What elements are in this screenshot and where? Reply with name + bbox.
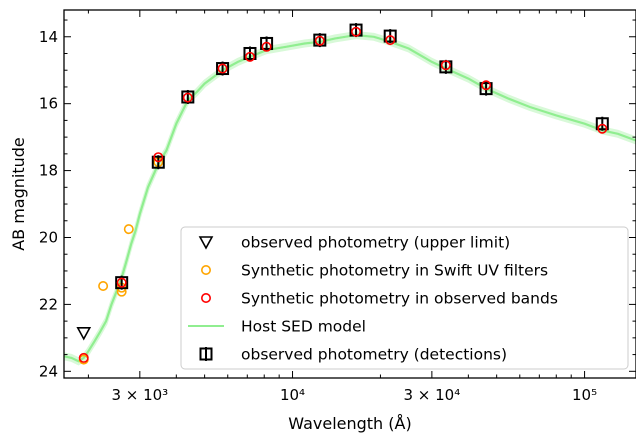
y-axis-label: AB magnitude	[9, 137, 28, 251]
y-tick-label: 18	[39, 162, 58, 180]
legend-upper-limit-marker	[198, 236, 214, 250]
upper-limit-point	[76, 327, 92, 341]
detection-point	[479, 82, 493, 96]
legend-observed-marker	[201, 292, 212, 303]
detection-point	[115, 276, 129, 290]
legend-label: Synthetic photometry in observed bands	[241, 290, 558, 308]
plot-frame	[63, 9, 636, 379]
observed-band-point	[351, 26, 362, 37]
observed-band-point	[217, 63, 228, 74]
y-tick-label: 22	[39, 295, 58, 313]
x-tick-label: 10⁴	[280, 386, 305, 404]
legend-label: Synthetic photometry in Swift UV filters	[241, 262, 548, 280]
x-tick-label: 3 × 10⁴	[403, 386, 460, 404]
detection-point	[216, 62, 230, 76]
observed-band-point	[244, 51, 255, 62]
observed-band-point	[481, 80, 492, 91]
y-tick-label: 14	[39, 28, 58, 46]
legend-label: Host SED model	[241, 318, 366, 336]
observed-band-point	[440, 60, 451, 71]
observed-band-point	[182, 92, 193, 103]
legend-detection-marker	[199, 347, 213, 361]
y-tick-label: 20	[39, 228, 58, 246]
legend-label: observed photometry (detections)	[241, 346, 507, 364]
data-markers	[76, 23, 609, 365]
legend: observed photometry (upper limit) Synthet…	[180, 226, 629, 370]
detection-point	[595, 117, 609, 131]
detection-point	[383, 29, 397, 43]
x-tick-label: 10⁵	[572, 386, 597, 404]
observed-band-point	[153, 152, 164, 163]
swift-uv-point	[123, 224, 134, 235]
swift-uv-point	[98, 280, 109, 291]
observed-band-point	[261, 41, 272, 52]
legend-swift-marker	[201, 264, 212, 275]
legend-label: observed photometry (upper limit)	[241, 234, 510, 252]
legend-box	[180, 226, 629, 370]
x-axis-label: Wavelength (Å)	[288, 414, 411, 433]
observed-band-point	[116, 277, 127, 288]
y-tick-label: 24	[39, 362, 58, 380]
observed-band-point	[385, 35, 396, 46]
y-tick-label: 16	[39, 95, 58, 113]
x-tick-label: 3 × 10³	[111, 386, 168, 404]
axis-ticks: 3 × 10³ 10⁴ 3 × 10⁴ 10⁵ 14 16 18 20 22 24	[39, 10, 636, 404]
observed-band-point	[314, 35, 325, 46]
detection-point	[243, 46, 257, 60]
detection-point	[260, 36, 274, 50]
detection-point	[151, 155, 165, 169]
observed-band-point	[78, 352, 89, 363]
observed-band-point	[597, 123, 608, 134]
